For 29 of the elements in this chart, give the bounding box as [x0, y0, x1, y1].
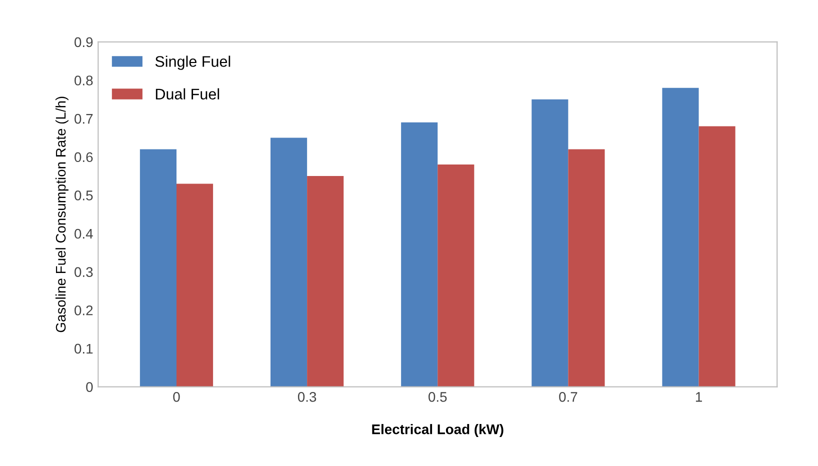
x-tick-label: 0.5 — [428, 392, 447, 402]
legend-label: Dual Fuel — [156, 88, 220, 100]
x-tick-label: 0.3 — [298, 392, 316, 402]
bar — [568, 149, 605, 387]
bar — [307, 176, 344, 387]
bar — [532, 99, 568, 387]
y-tick-label: 0 — [86, 382, 93, 392]
y-tick-label: 0.8 — [74, 76, 93, 86]
x-tick-label: 0 — [173, 392, 180, 402]
bar — [140, 149, 176, 387]
y-tick-label: 0.9 — [74, 37, 93, 48]
bar — [401, 122, 438, 387]
x-axis-title: Electrical Load (kW) — [372, 424, 504, 437]
y-tick-label: 0.1 — [74, 344, 93, 354]
bar — [698, 126, 736, 387]
y-tick-label: 0.7 — [74, 114, 93, 124]
y-tick-label: 0.4 — [74, 228, 93, 239]
bar — [176, 184, 214, 387]
bar — [438, 164, 474, 387]
y-tick-label: 0.6 — [74, 152, 93, 162]
bar — [270, 138, 308, 387]
y-tick-label: 0.3 — [74, 267, 93, 278]
legend-label: Single Fuel — [155, 56, 230, 70]
bar — [662, 88, 699, 387]
x-tick-label: 1 — [696, 392, 702, 402]
x-tick-label: 0.7 — [559, 392, 578, 402]
y-axis-title: Gasoline Fuel Consumption Rate (L/h) — [55, 96, 68, 332]
y-tick-label: 0.2 — [74, 305, 93, 316]
y-tick-label: 0.5 — [74, 190, 93, 200]
